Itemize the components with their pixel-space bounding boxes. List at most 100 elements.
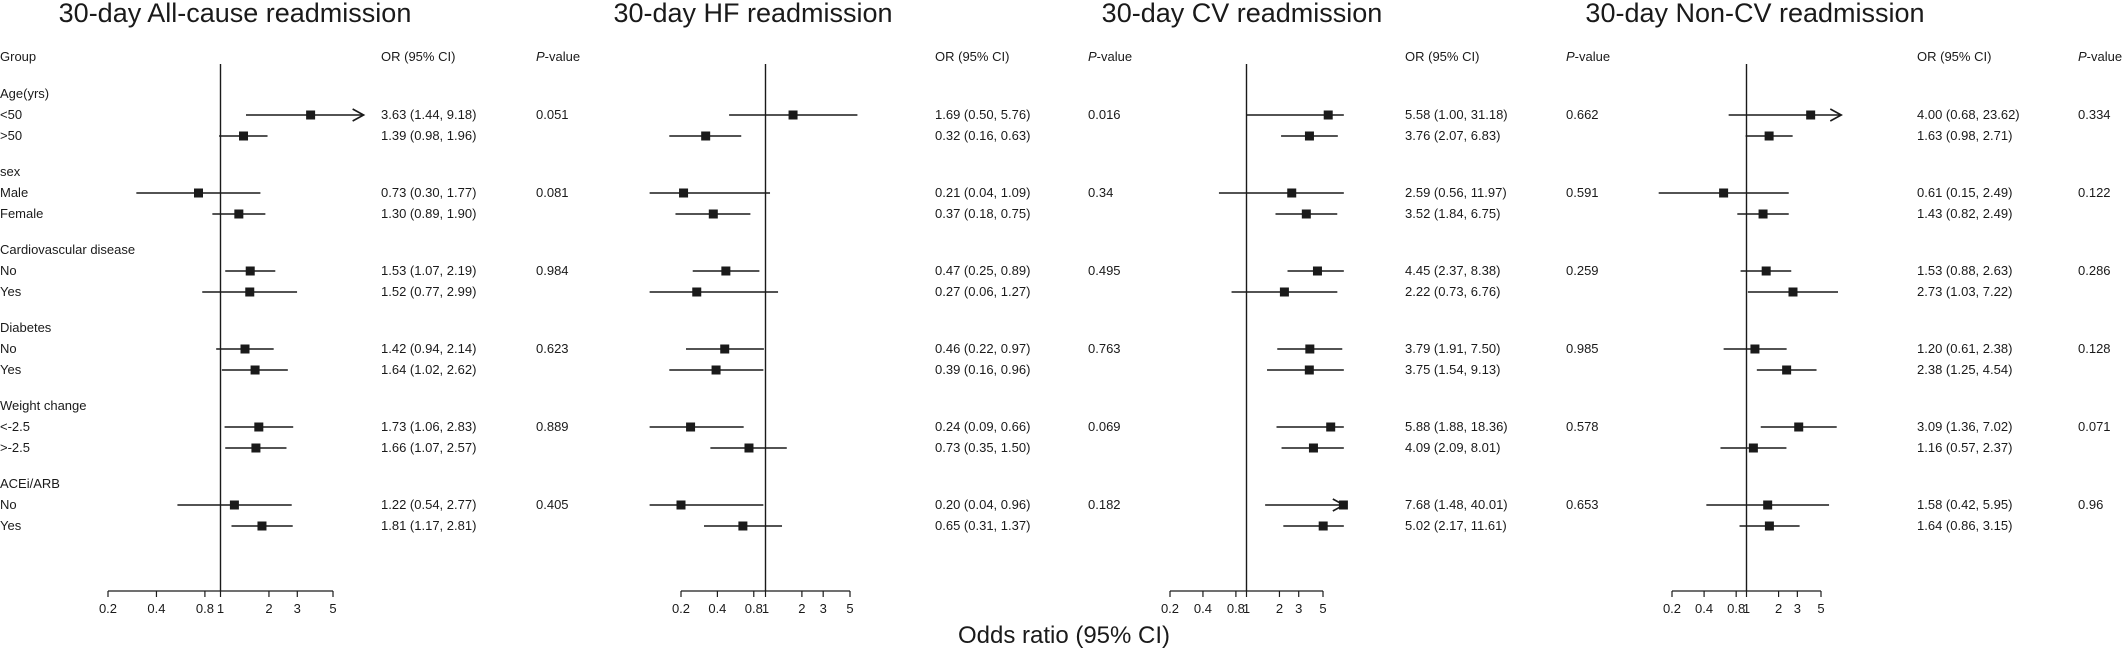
or-point (250, 365, 260, 375)
panel-title: 30-day CV readmission (1102, 0, 1383, 28)
x-tick-label: 0.2 (672, 601, 690, 616)
or-ci-text: 0.37 (0.18, 0.75) (935, 206, 1030, 221)
x-axis-label: Odds ratio (95% CI) (957, 622, 1171, 649)
or-ci-text: 1.42 (0.94, 2.14) (381, 341, 476, 356)
or-ci-text: 0.32 (0.16, 0.63) (935, 128, 1030, 143)
p-value-header-rest: -value (545, 49, 580, 64)
or-ci-text: 0.73 (0.35, 1.50) (935, 440, 1030, 455)
panel-title: 30-day Non-CV readmission (1585, 0, 1924, 28)
x-tick-label: 5 (846, 601, 853, 616)
p-value: 0.182 (1088, 497, 1121, 512)
or-ci-text: 7.68 (1.48, 40.01) (1405, 497, 1508, 512)
or-ci-text: 0.20 (0.04, 0.96) (935, 497, 1030, 512)
or-point (1750, 344, 1760, 354)
or-point (720, 344, 730, 354)
group-name: Diabetes (0, 320, 52, 335)
or-point (1763, 500, 1773, 510)
p-value: 0.889 (536, 419, 569, 434)
panel-title: 30-day All-cause readmission (59, 0, 412, 28)
or-point (251, 443, 261, 453)
p-value-header-rest: -value (1097, 49, 1132, 64)
or-point (708, 209, 718, 219)
x-tick-label: 0.4 (1695, 601, 1713, 616)
p-value: 0.495 (1088, 263, 1121, 278)
group-name: Cardiovascular disease (0, 242, 135, 257)
ci-arrow (352, 108, 366, 122)
or-point (239, 131, 249, 141)
or-point (1758, 209, 1768, 219)
or-point (245, 287, 255, 297)
x-tick-label: 5 (329, 601, 336, 616)
p-value-header-italic: P (2078, 49, 2087, 64)
or-ci-text: 5.88 (1.88, 18.36) (1405, 419, 1508, 434)
or-ci-text: 1.69 (0.50, 5.76) (935, 107, 1030, 122)
or-ci-text: 5.58 (1.00, 31.18) (1405, 107, 1508, 122)
or-point (1761, 266, 1771, 276)
or-point (240, 344, 250, 354)
or-point (1308, 443, 1318, 453)
row-label: <50 (0, 107, 22, 122)
row-label: >-2.5 (0, 440, 30, 455)
or-ci-text: 0.21 (0.04, 1.09) (935, 185, 1030, 200)
p-value: 0.985 (1566, 341, 1599, 356)
x-tick-label: 1 (217, 601, 224, 616)
p-value: 0.122 (2078, 185, 2111, 200)
or-ci-text: 3.52 (1.84, 6.75) (1405, 206, 1500, 221)
or-point (1304, 365, 1314, 375)
or-point (744, 443, 754, 453)
x-tick-label: 0.4 (147, 601, 165, 616)
x-tick-label: 0.2 (1663, 601, 1681, 616)
x-tick-label: 1 (762, 601, 769, 616)
or-point (1301, 209, 1311, 219)
row-label: Female (0, 206, 43, 221)
p-value-header-rest: -value (1575, 49, 1610, 64)
or-point (1305, 344, 1315, 354)
or-ci-text: 2.22 (0.73, 6.76) (1405, 284, 1500, 299)
row-label: >50 (0, 128, 22, 143)
p-value: 0.016 (1088, 107, 1121, 122)
group-name: sex (0, 164, 21, 179)
p-value: 0.34 (1088, 185, 1113, 200)
row-label: No (0, 263, 17, 278)
p-value: 0.081 (536, 185, 569, 200)
or-point (1304, 131, 1314, 141)
or-point (1719, 188, 1729, 198)
p-value-header: P-value (1088, 49, 1132, 64)
or-point (1764, 521, 1774, 531)
or-point (1806, 110, 1816, 120)
or-ci-text: 0.61 (0.15, 2.49) (1917, 185, 2012, 200)
or-ci-text: 1.53 (0.88, 2.63) (1917, 263, 2012, 278)
group-name: ACEi/ARB (0, 476, 60, 491)
or-ci-text: 4.00 (0.68, 23.62) (1917, 107, 2020, 122)
p-value: 0.259 (1566, 263, 1599, 278)
or-point (1318, 521, 1328, 531)
or-ci-text: 1.63 (0.98, 2.71) (1917, 128, 2012, 143)
or-point (306, 110, 316, 120)
x-tick-label: 2 (798, 601, 805, 616)
or-point (1794, 422, 1804, 432)
or-point (194, 188, 204, 198)
p-value-header: P-value (1566, 49, 1610, 64)
ci-arrow (1829, 108, 1843, 122)
or-ci-text: 4.09 (2.09, 8.01) (1405, 440, 1500, 455)
p-value: 0.334 (2078, 107, 2111, 122)
panel-title: 30-day HF readmission (613, 0, 892, 28)
or-point (692, 287, 702, 297)
or-point (676, 500, 686, 510)
or-ci-header: OR (95% CI) (381, 49, 455, 64)
or-ci-text: 0.47 (0.25, 0.89) (935, 263, 1030, 278)
or-ci-text: 3.75 (1.54, 9.13) (1405, 362, 1500, 377)
or-point (1323, 110, 1333, 120)
p-value: 0.662 (1566, 107, 1599, 122)
or-point (1326, 422, 1336, 432)
x-tick-label: 1 (1743, 601, 1750, 616)
p-value: 0.623 (536, 341, 569, 356)
or-ci-text: 0.73 (0.30, 1.77) (381, 185, 476, 200)
p-value: 0.128 (2078, 341, 2111, 356)
x-tick-label: 0.8 (196, 601, 214, 616)
or-point (229, 500, 239, 510)
x-tick-label: 3 (1295, 601, 1302, 616)
or-ci-header: OR (95% CI) (1917, 49, 1991, 64)
or-point (721, 266, 731, 276)
